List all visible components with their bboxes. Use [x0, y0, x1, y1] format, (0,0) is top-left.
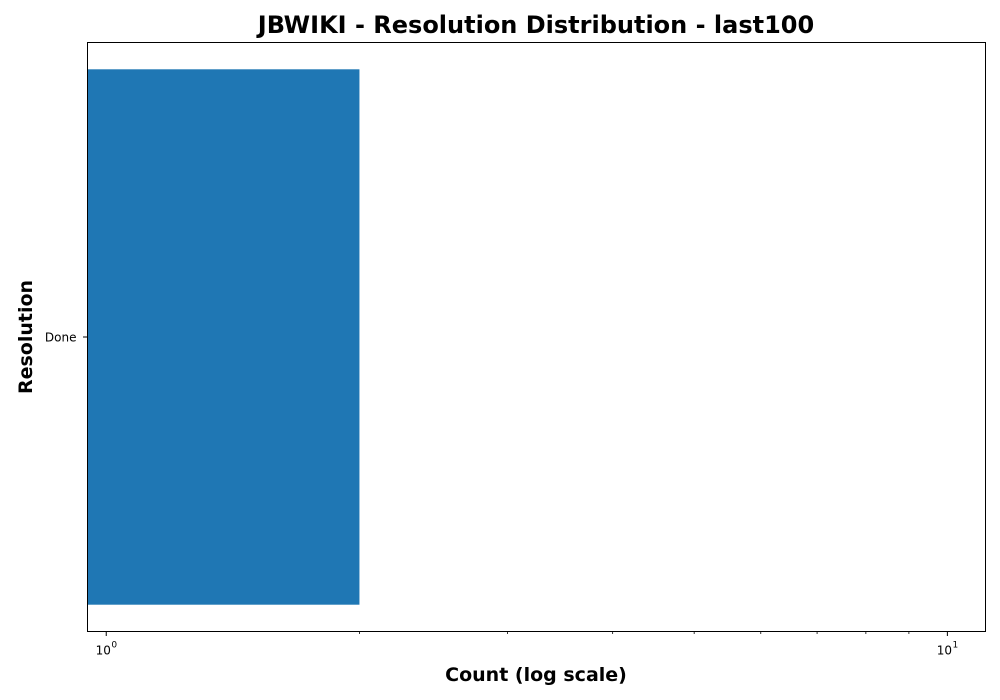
bars-layer	[87, 69, 360, 605]
x-tick-label: 10	[937, 644, 952, 658]
x-tick-label: 10	[96, 644, 111, 658]
major-ticks-layer: 10 0 10 1	[96, 631, 959, 658]
y-tick-label: Done	[45, 331, 77, 345]
x-tick-exponent: 0	[111, 641, 117, 651]
plot-frame	[87, 42, 986, 632]
x-axis-label: Count (log scale)	[445, 664, 627, 686]
x-tick-exponent: 1	[953, 641, 959, 651]
y-axis-label: Resolution	[15, 280, 37, 394]
bar-done	[87, 69, 360, 605]
chart-title: JBWIKI - Resolution Distribution - last1…	[256, 11, 814, 39]
y-ticks-layer: Done	[45, 331, 88, 345]
